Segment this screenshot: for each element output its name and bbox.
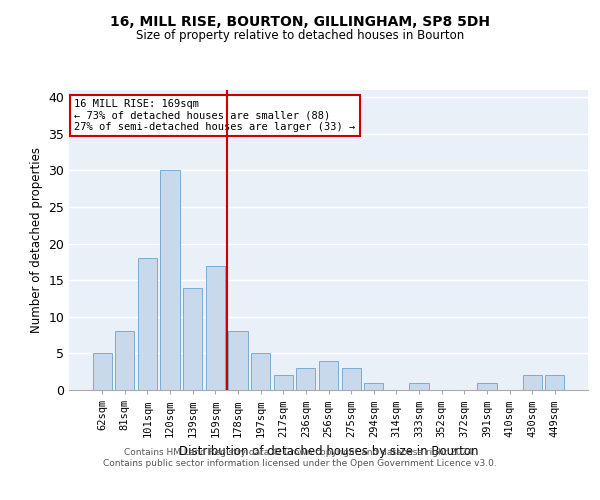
Text: 16, MILL RISE, BOURTON, GILLINGHAM, SP8 5DH: 16, MILL RISE, BOURTON, GILLINGHAM, SP8 … xyxy=(110,16,490,30)
Bar xyxy=(341,368,361,390)
Bar xyxy=(409,382,428,390)
Bar xyxy=(523,376,542,390)
Bar xyxy=(319,360,338,390)
Bar xyxy=(477,382,497,390)
Text: 16 MILL RISE: 169sqm
← 73% of detached houses are smaller (88)
27% of semi-detac: 16 MILL RISE: 169sqm ← 73% of detached h… xyxy=(74,99,355,132)
X-axis label: Distribution of detached houses by size in Bourton: Distribution of detached houses by size … xyxy=(179,445,478,458)
Text: Size of property relative to detached houses in Bourton: Size of property relative to detached ho… xyxy=(136,30,464,43)
Bar xyxy=(160,170,180,390)
Text: Contains public sector information licensed under the Open Government Licence v3: Contains public sector information licen… xyxy=(103,460,497,468)
Bar xyxy=(545,376,565,390)
Bar xyxy=(115,332,134,390)
Bar xyxy=(183,288,202,390)
Bar xyxy=(138,258,157,390)
Y-axis label: Number of detached properties: Number of detached properties xyxy=(30,147,43,333)
Bar xyxy=(206,266,225,390)
Text: Contains HM Land Registry data © Crown copyright and database right 2024.: Contains HM Land Registry data © Crown c… xyxy=(124,448,476,457)
Bar xyxy=(251,354,270,390)
Bar xyxy=(296,368,316,390)
Bar xyxy=(229,332,248,390)
Bar xyxy=(274,376,293,390)
Bar xyxy=(92,354,112,390)
Bar xyxy=(364,382,383,390)
